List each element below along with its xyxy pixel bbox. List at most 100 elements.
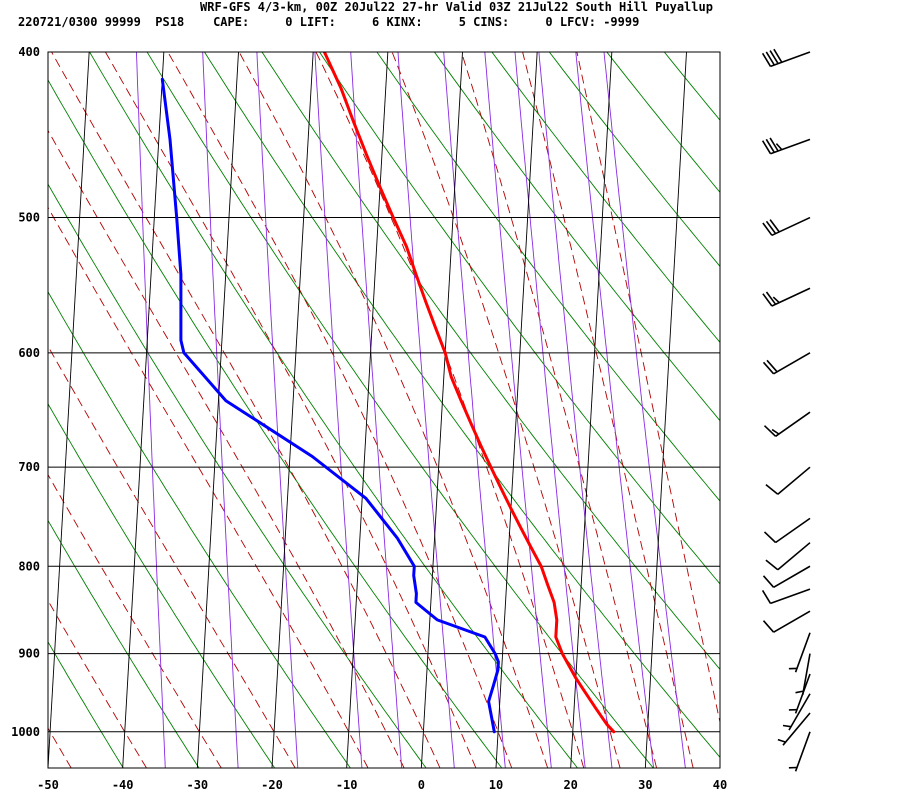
barb-feather: [765, 220, 777, 235]
dewpoint-line: [160, 77, 500, 734]
barb-feather: [773, 48, 783, 63]
mixing-ratio-line: [538, 52, 613, 768]
mixing-ratio-line: [603, 52, 686, 768]
x-tick-label: 40: [713, 778, 727, 792]
barb-feather: [761, 52, 772, 67]
isotherm: [48, 52, 90, 768]
barb-feather: [765, 483, 779, 495]
barb-staff: [794, 673, 811, 714]
wind-barb: [788, 673, 811, 714]
x-axis-ticks: -50 -40 -30 -20 -10 0 10 20 30 40: [37, 778, 727, 792]
x-tick-label: 10: [489, 778, 503, 792]
moist-adiabat: [48, 345, 296, 768]
barb-staff: [801, 653, 811, 696]
x-tick-label: -40: [112, 778, 134, 792]
wind-barb: [762, 216, 811, 237]
barb-feather: [763, 531, 777, 544]
barb-feather: [782, 724, 792, 728]
wind-barb: [788, 632, 811, 673]
barb-feather: [766, 359, 778, 373]
barb-feather: [761, 140, 772, 155]
barb-feather: [765, 291, 777, 305]
isotherm: [719, 760, 720, 768]
moist-adiabat: [460, 52, 658, 768]
dry-adiabat: [771, 43, 900, 768]
sounding-indices: 220721/0300 99999 PS18 CAPE: 0 LIFT: 6 K…: [18, 15, 640, 29]
mixing-ratio-line: [314, 52, 363, 768]
dry-adiabat: [433, 52, 720, 422]
moist-adiabat: [48, 129, 405, 768]
dry-adiabat: [376, 52, 720, 502]
x-tick-label: -10: [336, 778, 358, 792]
barb-staff: [773, 610, 811, 633]
barb-staff: [777, 466, 811, 495]
mixing-ratio-line: [202, 52, 239, 768]
dry-adiabat: [318, 52, 720, 585]
y-tick-label: 700: [18, 460, 40, 474]
wind-barb: [763, 411, 811, 437]
barb-feather: [795, 690, 804, 694]
barb-feather: [761, 589, 772, 604]
barb-staff: [777, 542, 811, 571]
dry-adiabat: [48, 79, 503, 768]
barb-feather: [777, 738, 786, 743]
barb-feather: [762, 575, 775, 588]
temperature-line: [322, 52, 616, 734]
barb-feather: [769, 137, 779, 152]
moist-adiabat: [104, 52, 477, 768]
dry-adiabat: [48, 183, 427, 768]
barb-staff: [773, 565, 811, 588]
wind-barb: [763, 517, 811, 544]
barb-feather: [769, 50, 779, 65]
y-axis-ticks: 400 500 600 700 800 900 1000: [11, 45, 40, 739]
moist-adiabat: [48, 473, 222, 768]
mixing-ratio-line: [397, 52, 455, 768]
barb-staff: [788, 693, 811, 731]
barb-staff: [770, 51, 811, 68]
y-tick-label: 500: [18, 211, 40, 225]
barb-feather: [763, 425, 777, 437]
wind-barb: [762, 565, 811, 588]
barb-staff: [773, 352, 811, 375]
mixing-ratio-line: [484, 52, 552, 768]
barb-feather: [762, 293, 773, 307]
isotherm: [346, 52, 389, 768]
wind-barb: [795, 653, 811, 696]
isotherm: [196, 52, 239, 768]
dry-adiabat: [829, 43, 900, 768]
moist-adiabat: [167, 52, 513, 768]
barb-staff: [775, 411, 811, 437]
barb-feather: [765, 138, 775, 153]
barb-staff: [794, 632, 811, 673]
wind-barb: [761, 48, 811, 68]
barb-staff: [770, 138, 811, 155]
barb-staff: [794, 731, 811, 772]
moist-adiabat: [48, 206, 369, 768]
barb-feather: [775, 143, 783, 151]
wind-barb: [762, 352, 811, 375]
moist-adiabat: [51, 52, 441, 768]
dry-adiabat: [48, 519, 200, 768]
barb-feather: [762, 361, 775, 375]
barb-staff: [782, 712, 811, 746]
dry-adiabat: [886, 43, 900, 768]
dry-adiabat: [48, 641, 124, 768]
dry-adiabat: [48, 291, 351, 768]
background-lines: [48, 43, 900, 768]
x-tick-label: 0: [418, 778, 425, 792]
chart-title: WRF-GFS 4/3-km, 00Z 20Jul22 27-hr Valid …: [200, 0, 713, 14]
dry-adiabat: [146, 52, 654, 768]
mixing-ratio-line: [256, 52, 299, 768]
mixing-ratio-line: [135, 52, 166, 768]
x-tick-label: -30: [186, 778, 208, 792]
wind-barb: [777, 712, 811, 746]
moist-adiabat: [391, 52, 621, 768]
barb-feather: [765, 51, 775, 66]
wind-barb: [762, 287, 811, 307]
wind-barb: [782, 693, 811, 731]
wind-barb: [761, 137, 811, 155]
mixing-ratio-line: [443, 52, 506, 768]
moist-adiabat: [576, 52, 720, 725]
x-tick-label: 20: [563, 778, 577, 792]
